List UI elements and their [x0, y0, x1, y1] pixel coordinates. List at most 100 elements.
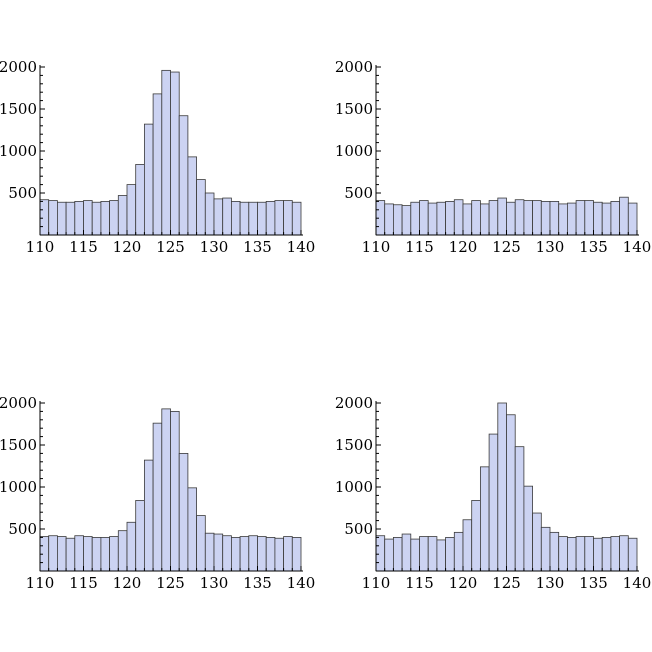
histogram-bar: [65, 201, 76, 236]
histogram-bar: [601, 537, 612, 572]
y-tick-label: 500: [8, 520, 37, 538]
x-tick-label: 115: [405, 574, 434, 592]
histogram-bar: [584, 536, 594, 572]
histogram-bar: [523, 485, 534, 572]
histogram-bar: [213, 198, 224, 236]
x-tick-label: 140: [623, 238, 652, 256]
histogram-bar: [401, 533, 412, 572]
histogram-bar: [135, 164, 145, 236]
histogram-bar: [196, 515, 206, 572]
histogram-bar: [471, 500, 481, 572]
x-tick-label: 110: [362, 574, 391, 592]
y-tick-label: 500: [344, 520, 373, 538]
x-tick-label: 140: [287, 574, 316, 592]
x-tick-label: 110: [362, 238, 391, 256]
histogram-bar: [204, 192, 215, 236]
histogram-bar: [514, 199, 525, 236]
x-tick-label: 140: [287, 238, 316, 256]
histogram-bar: [410, 201, 420, 236]
x-tick-label: 120: [113, 574, 142, 592]
histogram-bar: [100, 537, 111, 572]
histogram-bar: [445, 200, 455, 236]
histogram-bar: [593, 537, 603, 572]
histogram-bar: [627, 202, 638, 236]
histogram-bar: [83, 536, 93, 572]
histogram-bar: [627, 537, 638, 572]
y-tick-label: 500: [8, 184, 37, 202]
histogram-bar: [117, 195, 128, 236]
histogram-bar: [83, 200, 93, 236]
histogram-bar: [74, 200, 84, 236]
histogram-bar: [248, 535, 258, 572]
histogram-bar: [74, 535, 84, 572]
histogram-bar: [48, 200, 58, 236]
histogram-bar: [575, 200, 586, 236]
histogram-bar: [170, 71, 180, 236]
histogram-bar: [427, 536, 438, 572]
histogram-bar: [419, 200, 429, 236]
histogram-bar: [506, 201, 516, 236]
histogram-bar: [479, 466, 490, 572]
histogram-bar: [239, 201, 250, 236]
histogram-bar: [384, 538, 394, 572]
histogram-bar: [532, 512, 542, 572]
histogram-bar: [170, 410, 180, 572]
histogram-bar: [575, 536, 586, 572]
histogram-bar: [274, 537, 284, 572]
histogram-bar: [135, 500, 145, 572]
y-tick-label: 1500: [335, 436, 373, 454]
histogram-bar: [384, 203, 394, 236]
histogram-bar: [523, 200, 534, 236]
histogram-bar: [392, 537, 403, 572]
histogram-bar: [48, 535, 58, 572]
x-tick-label: 115: [69, 238, 98, 256]
x-tick-label: 125: [156, 574, 185, 592]
x-tick-label: 130: [536, 574, 565, 592]
histogram-bar: [593, 201, 603, 236]
histogram-bar: [401, 205, 412, 236]
histogram-bar: [479, 203, 490, 236]
histogram-bar: [445, 537, 455, 572]
histogram-bar: [540, 200, 551, 236]
y-tick-label: 1000: [0, 142, 37, 160]
y-tick-label: 2000: [0, 58, 37, 76]
histogram-bar: [497, 197, 507, 236]
histogram-bar: [410, 538, 420, 572]
x-tick-label: 130: [536, 238, 565, 256]
histogram-bar: [196, 179, 206, 236]
histogram-bar: [65, 537, 76, 572]
histogram-bar: [143, 459, 154, 572]
x-tick-label: 110: [26, 238, 55, 256]
histogram-bar: [178, 115, 189, 236]
histogram-bar: [57, 536, 67, 572]
histogram-bar: [152, 422, 163, 572]
histogram-bar: [488, 433, 499, 572]
y-tick-label: 2000: [335, 58, 373, 76]
histogram-bar: [230, 200, 241, 236]
histogram-bar: [540, 526, 551, 572]
histogram-panel-4: 110 115 120 125 130 135 140 500 1000 1500 2000: [335, 394, 652, 592]
x-tick-label: 135: [243, 238, 272, 256]
histogram-bar: [558, 203, 568, 236]
histogram-bar: [117, 530, 128, 572]
y-tick-label: 1500: [0, 436, 37, 454]
histogram-bar: [283, 536, 293, 572]
x-tick-label: 140: [623, 574, 652, 592]
histogram-panel-1: 110 115 120 125 130 135 140 500 1000 1500 2000: [0, 58, 315, 256]
histogram-bar: [230, 537, 241, 572]
histogram-bar: [453, 531, 464, 572]
histogram-bar: [471, 200, 481, 236]
histogram-bar: [283, 200, 293, 236]
y-tick-label: 500: [344, 184, 373, 202]
histogram-bar: [213, 533, 224, 572]
histogram-bar: [109, 536, 119, 572]
x-tick-label: 135: [579, 238, 608, 256]
histogram-bar: [436, 539, 446, 572]
histogram-panel-3: 110 115 120 125 130 135 140 500 1000 1500 2000: [0, 394, 315, 592]
x-tick-label: 125: [156, 238, 185, 256]
histogram-bar: [601, 202, 612, 236]
histogram-bar: [178, 452, 189, 572]
x-tick-label: 115: [69, 574, 98, 592]
histogram-bar: [619, 196, 629, 236]
